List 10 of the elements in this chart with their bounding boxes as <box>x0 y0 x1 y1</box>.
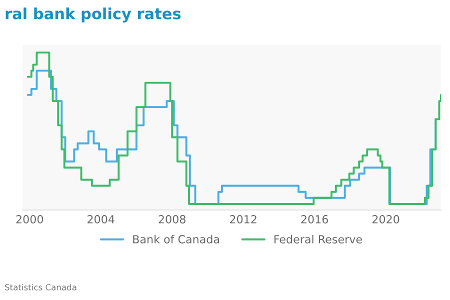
text: Statistics Canada <box>5 284 76 290</box>
x-tick-label: 2020 <box>372 215 400 224</box>
x-tick-label: 2012 <box>230 215 256 224</box>
chart-title: ral bank policy rates <box>6 8 181 22</box>
x-tick-label: 2004 <box>88 215 114 224</box>
legend-label: Federal Reserve <box>274 234 362 244</box>
legend-label: Bank of Canada <box>133 234 220 244</box>
x-tick-label: 2016 <box>301 215 328 224</box>
x-tick-label: 2008 <box>158 215 186 224</box>
x-tick-label: 2000 <box>16 215 44 224</box>
